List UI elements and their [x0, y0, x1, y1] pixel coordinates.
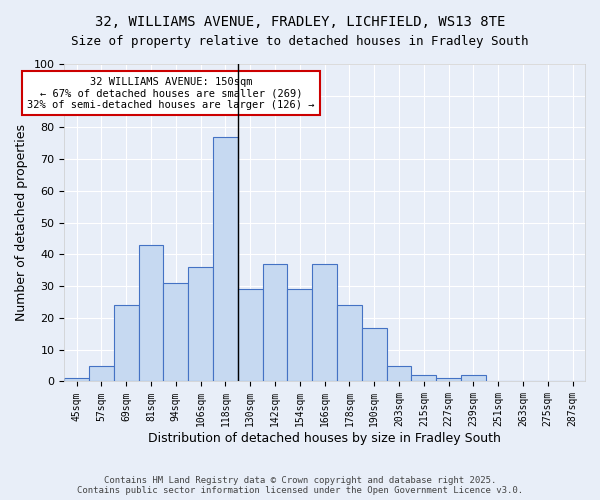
- Y-axis label: Number of detached properties: Number of detached properties: [15, 124, 28, 321]
- Bar: [436, 378, 461, 382]
- Bar: [312, 264, 337, 382]
- Text: Size of property relative to detached houses in Fradley South: Size of property relative to detached ho…: [71, 35, 529, 48]
- Bar: [163, 283, 188, 382]
- Bar: [139, 245, 163, 382]
- Bar: [362, 328, 386, 382]
- Bar: [114, 306, 139, 382]
- Bar: [287, 290, 312, 382]
- Bar: [337, 306, 362, 382]
- Bar: [188, 267, 213, 382]
- Bar: [213, 137, 238, 382]
- Bar: [386, 366, 412, 382]
- Bar: [461, 375, 486, 382]
- Bar: [412, 375, 436, 382]
- Bar: [64, 378, 89, 382]
- Text: Contains HM Land Registry data © Crown copyright and database right 2025.
Contai: Contains HM Land Registry data © Crown c…: [77, 476, 523, 495]
- X-axis label: Distribution of detached houses by size in Fradley South: Distribution of detached houses by size …: [148, 432, 501, 445]
- Bar: [89, 366, 114, 382]
- Text: 32 WILLIAMS AVENUE: 150sqm
← 67% of detached houses are smaller (269)
32% of sem: 32 WILLIAMS AVENUE: 150sqm ← 67% of deta…: [27, 76, 314, 110]
- Bar: [238, 290, 263, 382]
- Bar: [263, 264, 287, 382]
- Text: 32, WILLIAMS AVENUE, FRADLEY, LICHFIELD, WS13 8TE: 32, WILLIAMS AVENUE, FRADLEY, LICHFIELD,…: [95, 15, 505, 29]
